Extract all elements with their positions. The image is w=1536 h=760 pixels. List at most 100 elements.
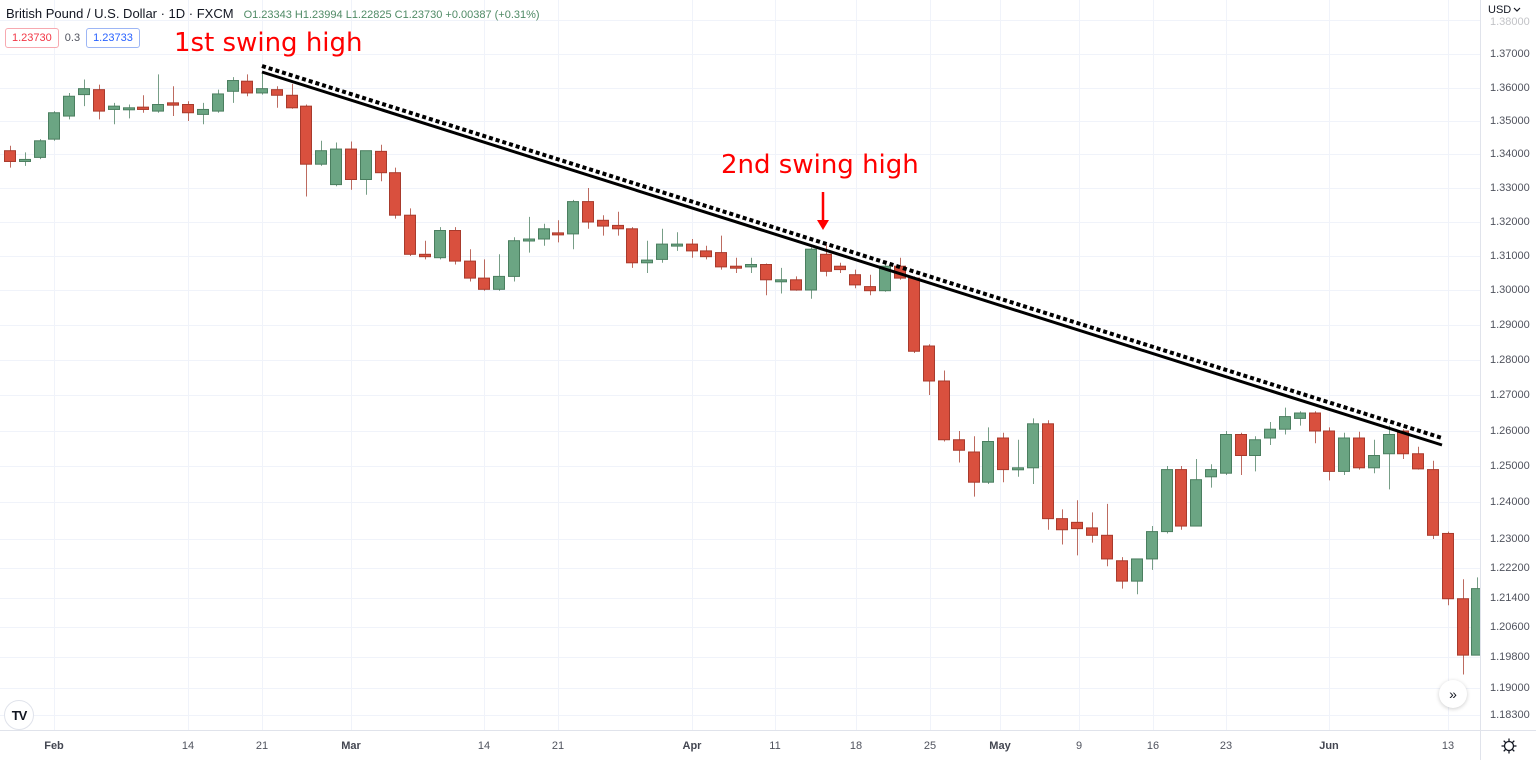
candle-up [1161,469,1173,533]
currency-selector[interactable]: USD [1488,4,1521,16]
price-tick-label: 1.26000 [1490,425,1530,437]
price-tick-label: 1.33000 [1490,182,1530,194]
candle-down [1086,527,1098,536]
candle-up [1205,469,1217,478]
candle-down [1056,518,1068,531]
candle-down [1235,434,1247,456]
candle-down [968,451,980,483]
candle-down [241,80,253,94]
candle-up [1279,416,1291,430]
candle-down [864,286,876,292]
time-tick-label: 21 [255,740,269,752]
candle-up [123,107,135,111]
price-axis[interactable]: USD 1.38000 1.37000 1.36000 1.35000 1.34000 1… [1480,0,1536,730]
candle-down [582,201,594,223]
price-tick-label: 1.30000 [1490,284,1530,296]
price-tick-label: 1.34000 [1490,148,1530,160]
candle-up [1383,434,1395,455]
time-tick-label: 25 [923,740,937,752]
candle-up [48,112,60,140]
candle-down [612,224,624,230]
candle-down [1175,469,1187,527]
candle-down [849,274,861,286]
time-tick-label: May [989,740,1011,752]
candle-up [1264,428,1276,439]
candle-up [1190,479,1202,527]
price-tick-label: 1.28000 [1490,354,1530,366]
candle-up [34,140,46,158]
candle-down [404,214,416,255]
candle-up [1146,531,1158,560]
candle-down [478,277,490,290]
chevron-down-icon [1513,7,1521,12]
price-tick-label: 1.35000 [1490,115,1530,127]
chart-settings-button[interactable] [1480,730,1536,760]
candle-down [686,243,698,252]
chart-pane[interactable]: British Pound / U.S. Dollar · 1D · FXCM … [0,0,1480,730]
candle-up [1294,412,1306,419]
candle-up [1220,434,1232,474]
time-tick-label: Feb [44,740,64,752]
time-tick-label: Jun [1319,740,1339,752]
solid-trendline [261,70,1443,447]
candle-down [820,253,832,272]
candle-down [760,264,772,281]
candle-up [493,275,505,290]
candle-down [1427,469,1439,536]
candlestick-chart[interactable] [0,0,1480,730]
candle-down [923,345,935,382]
price-tick-label: 1.36000 [1490,82,1530,94]
time-axis[interactable]: Feb 14 21 Mar 14 21 Apr 11 18 25 May 9 16 23 Jun 13 [0,730,1480,760]
candle-down [419,253,431,258]
symbol-title[interactable]: British Pound / U.S. Dollar · 1D · FXCM [6,6,234,21]
time-tick-label: 11 [769,740,781,752]
candle-up [805,248,817,291]
candle-up [1027,423,1039,469]
candle-up [508,240,520,277]
price-tick-label: 1.20600 [1490,621,1530,633]
double-chevron-right-icon: » [1449,686,1457,702]
candle-up [879,265,891,292]
tradingview-logo[interactable]: TV [4,700,34,730]
candle-up [63,95,75,117]
time-tick-label: Mar [341,740,361,752]
time-tick-label: 14 [477,740,491,752]
buy-price-button[interactable]: 1.23733 [86,28,140,48]
time-tick-label: 18 [849,740,863,752]
price-tick-label: 1.37000 [1490,48,1530,60]
candle-down [1457,598,1469,656]
candle-down [997,437,1009,471]
first-swing-high-label: 1st swing high [174,28,363,58]
candle-down [375,150,387,174]
candle-up [523,238,535,242]
sell-price-button[interactable]: 1.23730 [5,28,59,48]
time-tick-label: 13 [1441,740,1455,752]
candle-down [167,102,179,106]
candle-up [745,264,757,268]
candle-up [1249,439,1261,456]
candle-down [271,89,283,96]
price-tick-label: 1.19000 [1490,682,1530,694]
time-tick-label: 16 [1146,740,1160,752]
price-tick-label: 1.32000 [1490,216,1530,228]
price-tick-label: 1.22200 [1490,562,1530,574]
candle-down [182,104,194,114]
spread-value: 0.3 [64,32,81,44]
candle-down [1397,430,1409,455]
candle-down [300,105,312,165]
second-swing-high-label: 2nd swing high [721,150,919,180]
candle-up [19,158,31,162]
scroll-to-realtime-button[interactable]: » [1439,680,1467,708]
candle-down [1353,437,1365,469]
candle-up [1012,467,1024,471]
price-tick-label: 1.31000 [1490,250,1530,262]
trade-badges: 1.23730 0.3 1.23733 [5,28,140,48]
price-tick-label: 1.25000 [1490,460,1530,472]
price-tick-label: 1.29000 [1490,319,1530,331]
candle-up [152,104,164,112]
candle-up [982,441,994,483]
symbol-legend: British Pound / U.S. Dollar · 1D · FXCM … [6,6,540,21]
price-tick-label: 1.27000 [1490,389,1530,401]
candle-down [597,219,609,227]
candle-down [286,94,298,109]
